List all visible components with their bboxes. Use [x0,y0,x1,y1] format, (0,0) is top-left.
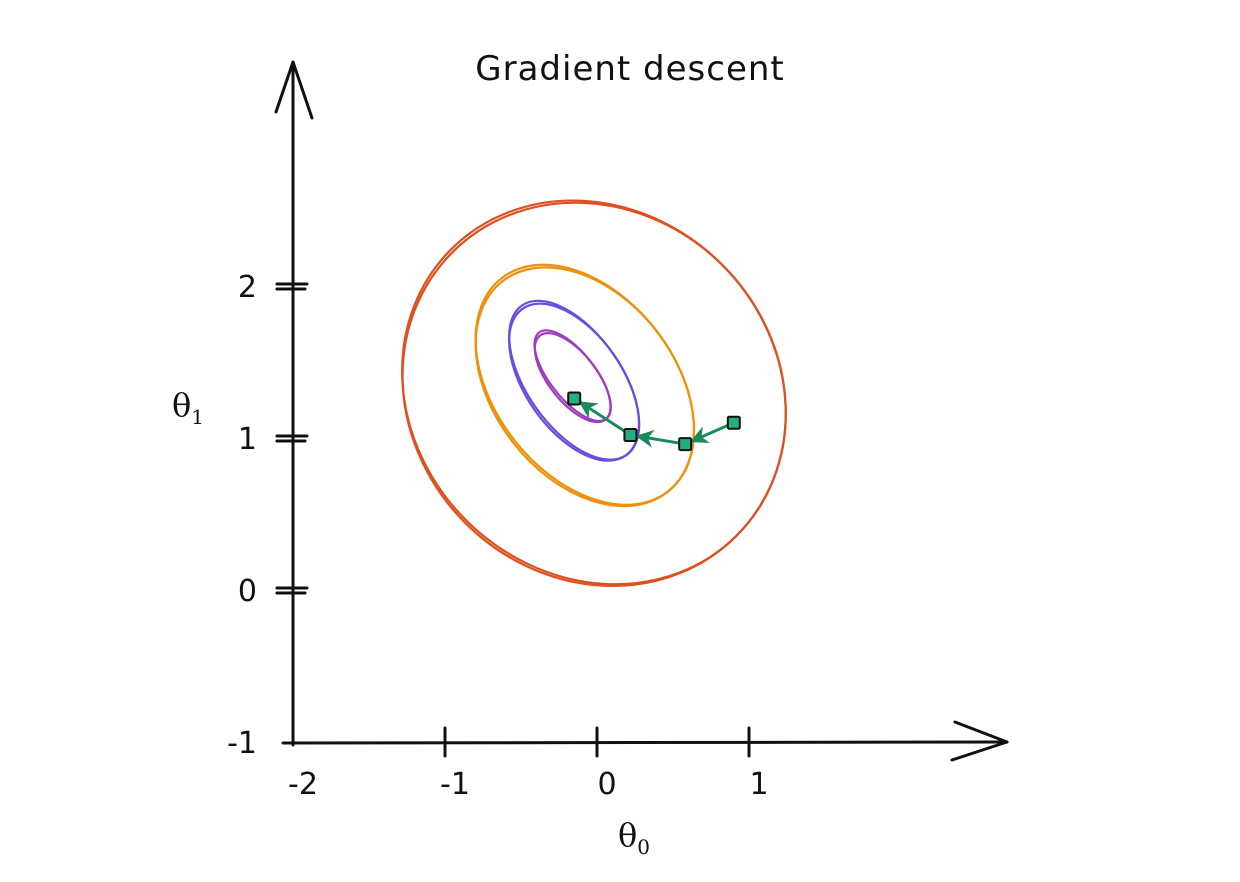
descent-point-0 [726,415,741,430]
contour-level-4-stroke2 [401,201,787,588]
contour-level-1-stroke2 [533,332,612,424]
contour-level-2-stroke2 [508,302,641,462]
x-tick-label-1: -1 [440,767,470,802]
descent-point-2 [623,427,638,442]
y-axis-label-subscript: 1 [191,405,204,429]
cost-contours [401,199,787,588]
descent-point-3 [567,391,582,406]
x-tick-label-3: 1 [749,767,768,802]
chart-title: Gradient descent [475,49,785,89]
descent-path [567,391,741,452]
x-axis-label-main: θ [618,816,637,854]
y-tick-label-0: -1 [227,726,257,761]
descent-point-1 [678,437,693,452]
x-axis-arrow [950,720,1009,762]
y-axis-arrow [274,60,314,120]
step-arrow-2 [578,401,626,433]
x-axis [281,740,1009,745]
step-arrow-1 [635,429,679,448]
x-axis-label: θ0 [618,816,650,859]
x-tick-label-0: -2 [288,767,318,802]
y-axis-label-main: θ [172,386,191,424]
y-tick-label-1: 0 [238,574,257,609]
y-tick-label-2: 1 [238,422,257,457]
axis-ticks: -2 -1 0 1 -1 0 1 2 [227,270,768,802]
y-tick-label-3: 2 [238,270,257,305]
contour-level-3-stroke2 [474,266,696,508]
x-tick-label-2: 0 [597,767,616,802]
x-axis-label-subscript: 0 [637,835,650,859]
y-axis-label: θ1 [172,386,204,429]
step-arrow-0 [689,424,728,444]
